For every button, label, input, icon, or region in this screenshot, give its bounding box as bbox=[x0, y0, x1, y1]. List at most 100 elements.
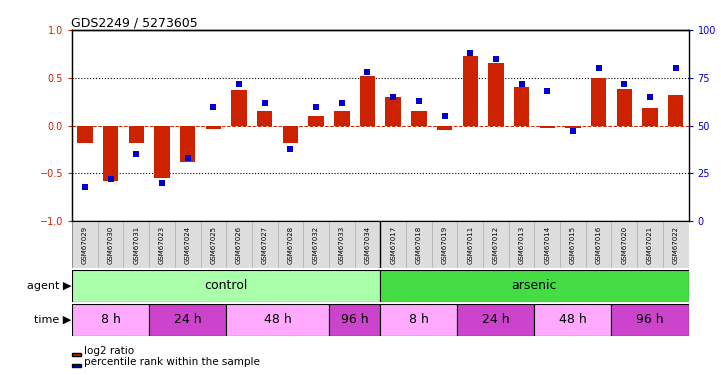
Bar bbox=[360, 76, 375, 126]
Bar bbox=[457, 221, 483, 268]
Point bbox=[567, 128, 579, 134]
Bar bbox=[200, 221, 226, 268]
Point bbox=[387, 94, 399, 100]
Point bbox=[105, 176, 116, 182]
Bar bbox=[334, 111, 350, 126]
Bar bbox=[103, 126, 118, 181]
Bar bbox=[329, 221, 355, 268]
Bar bbox=[637, 221, 663, 268]
Bar bbox=[309, 116, 324, 126]
Point bbox=[131, 151, 142, 157]
Bar bbox=[668, 95, 684, 126]
Bar bbox=[406, 221, 432, 268]
Text: GSM67012: GSM67012 bbox=[493, 226, 499, 264]
Point bbox=[593, 65, 604, 71]
Text: GSM67018: GSM67018 bbox=[416, 226, 422, 264]
Bar bbox=[278, 221, 304, 268]
Bar bbox=[283, 126, 298, 143]
Point bbox=[259, 100, 270, 106]
Text: GSM67031: GSM67031 bbox=[133, 226, 139, 264]
Bar bbox=[154, 126, 169, 178]
Point bbox=[490, 56, 502, 62]
Point bbox=[619, 81, 630, 87]
Point bbox=[336, 100, 348, 106]
Bar bbox=[72, 270, 381, 302]
Bar bbox=[611, 221, 637, 268]
Text: time ▶: time ▶ bbox=[34, 315, 71, 325]
Bar bbox=[180, 126, 195, 162]
Text: 24 h: 24 h bbox=[174, 313, 201, 326]
Text: GSM67026: GSM67026 bbox=[236, 226, 242, 264]
Text: 48 h: 48 h bbox=[559, 313, 587, 326]
Bar bbox=[381, 304, 457, 336]
Point bbox=[310, 104, 322, 110]
Bar bbox=[257, 111, 273, 126]
Text: GSM67025: GSM67025 bbox=[211, 226, 216, 264]
Bar bbox=[534, 221, 560, 268]
Bar bbox=[616, 89, 632, 126]
Point bbox=[645, 94, 656, 100]
Bar bbox=[231, 90, 247, 126]
Text: GSM67029: GSM67029 bbox=[82, 226, 88, 264]
Text: GSM67033: GSM67033 bbox=[339, 226, 345, 264]
Point bbox=[79, 184, 91, 190]
Bar bbox=[355, 221, 381, 268]
Bar bbox=[565, 126, 580, 128]
Bar bbox=[642, 108, 658, 126]
Bar bbox=[174, 221, 200, 268]
Point bbox=[156, 180, 168, 186]
Bar bbox=[205, 126, 221, 129]
Text: GSM67021: GSM67021 bbox=[647, 226, 653, 264]
Text: GSM67011: GSM67011 bbox=[467, 226, 473, 264]
Bar bbox=[514, 87, 529, 126]
Text: 48 h: 48 h bbox=[264, 313, 291, 326]
Point bbox=[439, 113, 451, 119]
Text: 8 h: 8 h bbox=[409, 313, 429, 326]
Text: GSM67016: GSM67016 bbox=[596, 226, 601, 264]
Text: percentile rank within the sample: percentile rank within the sample bbox=[84, 357, 260, 367]
Bar bbox=[509, 221, 534, 268]
Text: GSM67027: GSM67027 bbox=[262, 226, 267, 264]
Bar bbox=[488, 63, 503, 126]
Text: 24 h: 24 h bbox=[482, 313, 510, 326]
Bar bbox=[304, 221, 329, 268]
Point bbox=[285, 146, 296, 152]
Text: agent ▶: agent ▶ bbox=[27, 281, 71, 291]
Text: GSM67028: GSM67028 bbox=[288, 226, 293, 264]
Text: 96 h: 96 h bbox=[341, 313, 368, 326]
Bar bbox=[591, 78, 606, 126]
Point bbox=[464, 50, 476, 56]
Bar bbox=[411, 111, 427, 126]
Text: GSM67022: GSM67022 bbox=[673, 226, 678, 264]
Bar bbox=[386, 97, 401, 126]
Bar bbox=[534, 304, 611, 336]
Point bbox=[234, 81, 245, 87]
Bar bbox=[539, 126, 555, 129]
Point bbox=[516, 81, 527, 87]
Text: GSM67015: GSM67015 bbox=[570, 226, 576, 264]
Bar bbox=[226, 304, 329, 336]
Point bbox=[670, 65, 681, 71]
Bar bbox=[128, 126, 144, 143]
Text: 96 h: 96 h bbox=[636, 313, 664, 326]
Text: GSM67032: GSM67032 bbox=[313, 226, 319, 264]
Bar bbox=[77, 126, 92, 143]
Bar bbox=[483, 221, 509, 268]
Text: GSM67023: GSM67023 bbox=[159, 226, 165, 264]
Bar bbox=[123, 221, 149, 268]
Bar bbox=[457, 304, 534, 336]
Bar bbox=[72, 221, 98, 268]
Bar bbox=[585, 221, 611, 268]
Bar bbox=[462, 56, 478, 126]
Text: GSM67017: GSM67017 bbox=[390, 226, 396, 264]
Bar bbox=[663, 221, 689, 268]
Bar bbox=[381, 270, 689, 302]
Bar bbox=[437, 126, 452, 130]
Text: arsenic: arsenic bbox=[512, 279, 557, 292]
Text: GSM67014: GSM67014 bbox=[544, 226, 550, 264]
Text: GSM67019: GSM67019 bbox=[441, 226, 448, 264]
Bar bbox=[432, 221, 457, 268]
Text: GSM67024: GSM67024 bbox=[185, 226, 190, 264]
Text: GSM67034: GSM67034 bbox=[365, 226, 371, 264]
Bar bbox=[226, 221, 252, 268]
